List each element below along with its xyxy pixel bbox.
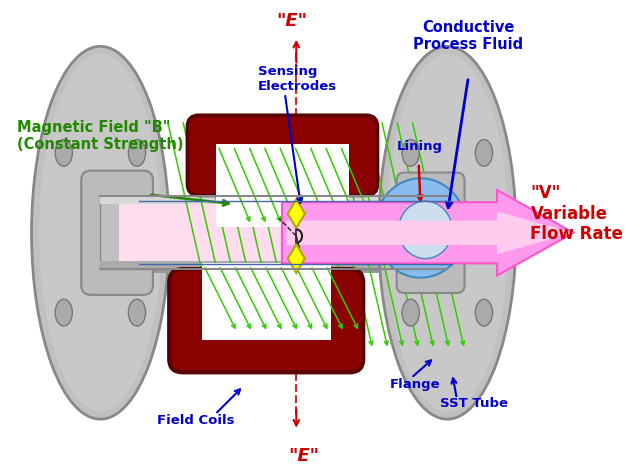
Text: Sensing
Electrodes: Sensing Electrodes <box>258 65 337 93</box>
Bar <box>101 196 447 269</box>
Ellipse shape <box>475 140 492 166</box>
FancyBboxPatch shape <box>169 269 363 372</box>
Text: Field Coils: Field Coils <box>157 414 234 427</box>
Ellipse shape <box>378 46 516 419</box>
Bar <box>101 196 447 204</box>
Bar <box>202 263 331 340</box>
Text: Lining: Lining <box>397 140 443 153</box>
Text: Conductive
Process Fluid: Conductive Process Fluid <box>413 20 524 52</box>
Bar <box>101 261 447 269</box>
Text: "E": "E" <box>276 12 307 30</box>
FancyBboxPatch shape <box>82 171 153 295</box>
Ellipse shape <box>475 299 492 326</box>
Bar <box>120 204 447 261</box>
Ellipse shape <box>402 299 419 326</box>
Ellipse shape <box>55 140 73 166</box>
FancyBboxPatch shape <box>397 173 464 293</box>
Ellipse shape <box>129 299 146 326</box>
Ellipse shape <box>55 299 73 326</box>
FancyBboxPatch shape <box>187 115 378 195</box>
Ellipse shape <box>375 178 466 278</box>
Ellipse shape <box>129 140 146 166</box>
Ellipse shape <box>402 140 419 166</box>
Ellipse shape <box>386 54 508 412</box>
Polygon shape <box>288 199 305 228</box>
Ellipse shape <box>399 201 452 259</box>
Ellipse shape <box>39 54 162 412</box>
Text: "V"
Variable
Flow Rate: "V" Variable Flow Rate <box>531 184 624 244</box>
FancyArrow shape <box>287 211 573 254</box>
Polygon shape <box>288 244 305 273</box>
Bar <box>101 196 447 273</box>
Text: Magnetic Field "B"
(Constant Strength): Magnetic Field "B" (Constant Strength) <box>17 120 183 152</box>
FancyArrow shape <box>282 190 573 276</box>
Ellipse shape <box>32 46 169 419</box>
Text: SST Tube: SST Tube <box>440 397 508 410</box>
Text: Flange: Flange <box>390 378 441 391</box>
Bar <box>216 144 349 227</box>
Text: "E": "E" <box>289 447 319 465</box>
